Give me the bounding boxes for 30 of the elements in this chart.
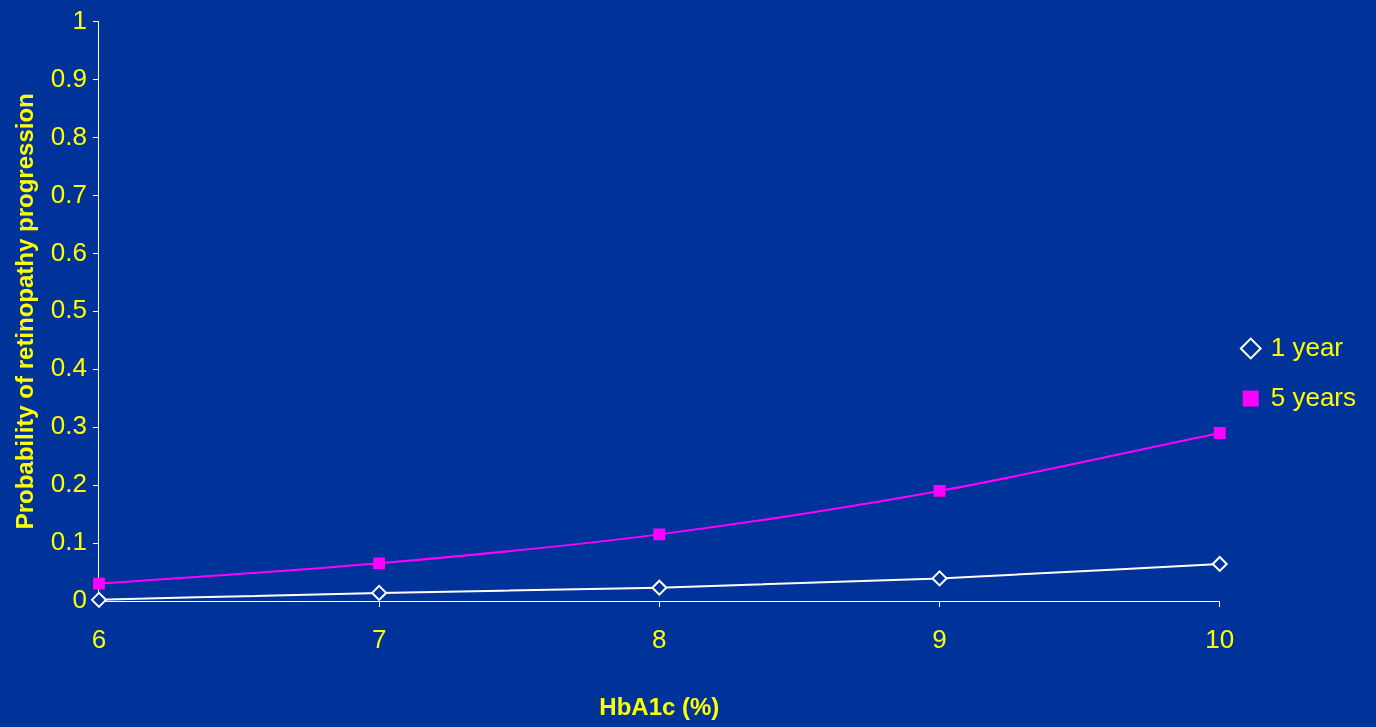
y-tick-label: 0.3 <box>50 410 87 441</box>
y-tick-label: 0.8 <box>50 120 87 151</box>
point <box>1213 427 1226 439</box>
point <box>371 584 388 601</box>
point <box>90 591 107 608</box>
x-tick-label: 7 <box>371 623 387 654</box>
point <box>651 579 668 596</box>
y-tick-label: 1 <box>72 4 87 35</box>
x-tick-label: 10 <box>1205 623 1235 654</box>
y-tick-label: 0.4 <box>50 352 87 383</box>
x-tick-label: 6 <box>91 623 107 654</box>
y-tick-label: 0.5 <box>50 294 87 325</box>
y-axis-title: Probability of retinopathy progression <box>11 93 39 530</box>
point <box>373 557 386 570</box>
legend-label: 1 year <box>1270 331 1344 362</box>
y-tick-label: 0 <box>72 584 87 615</box>
y-tick-label: 0.7 <box>50 178 87 209</box>
point <box>931 570 948 587</box>
y-tick-label: 0.2 <box>50 468 87 499</box>
y-tick-label: 0.9 <box>50 62 87 93</box>
x-tick-label: 9 <box>932 623 947 654</box>
point <box>653 528 666 541</box>
point <box>92 577 105 590</box>
x-axis-title: HbA1c (%) <box>599 693 720 721</box>
x-tick-label: 8 <box>652 623 667 654</box>
y-tick-label: 0.1 <box>50 526 87 557</box>
point <box>1211 555 1228 572</box>
legend-label: 5 years <box>1270 381 1356 412</box>
y-tick-label: 0.6 <box>50 236 87 267</box>
point <box>933 484 946 497</box>
